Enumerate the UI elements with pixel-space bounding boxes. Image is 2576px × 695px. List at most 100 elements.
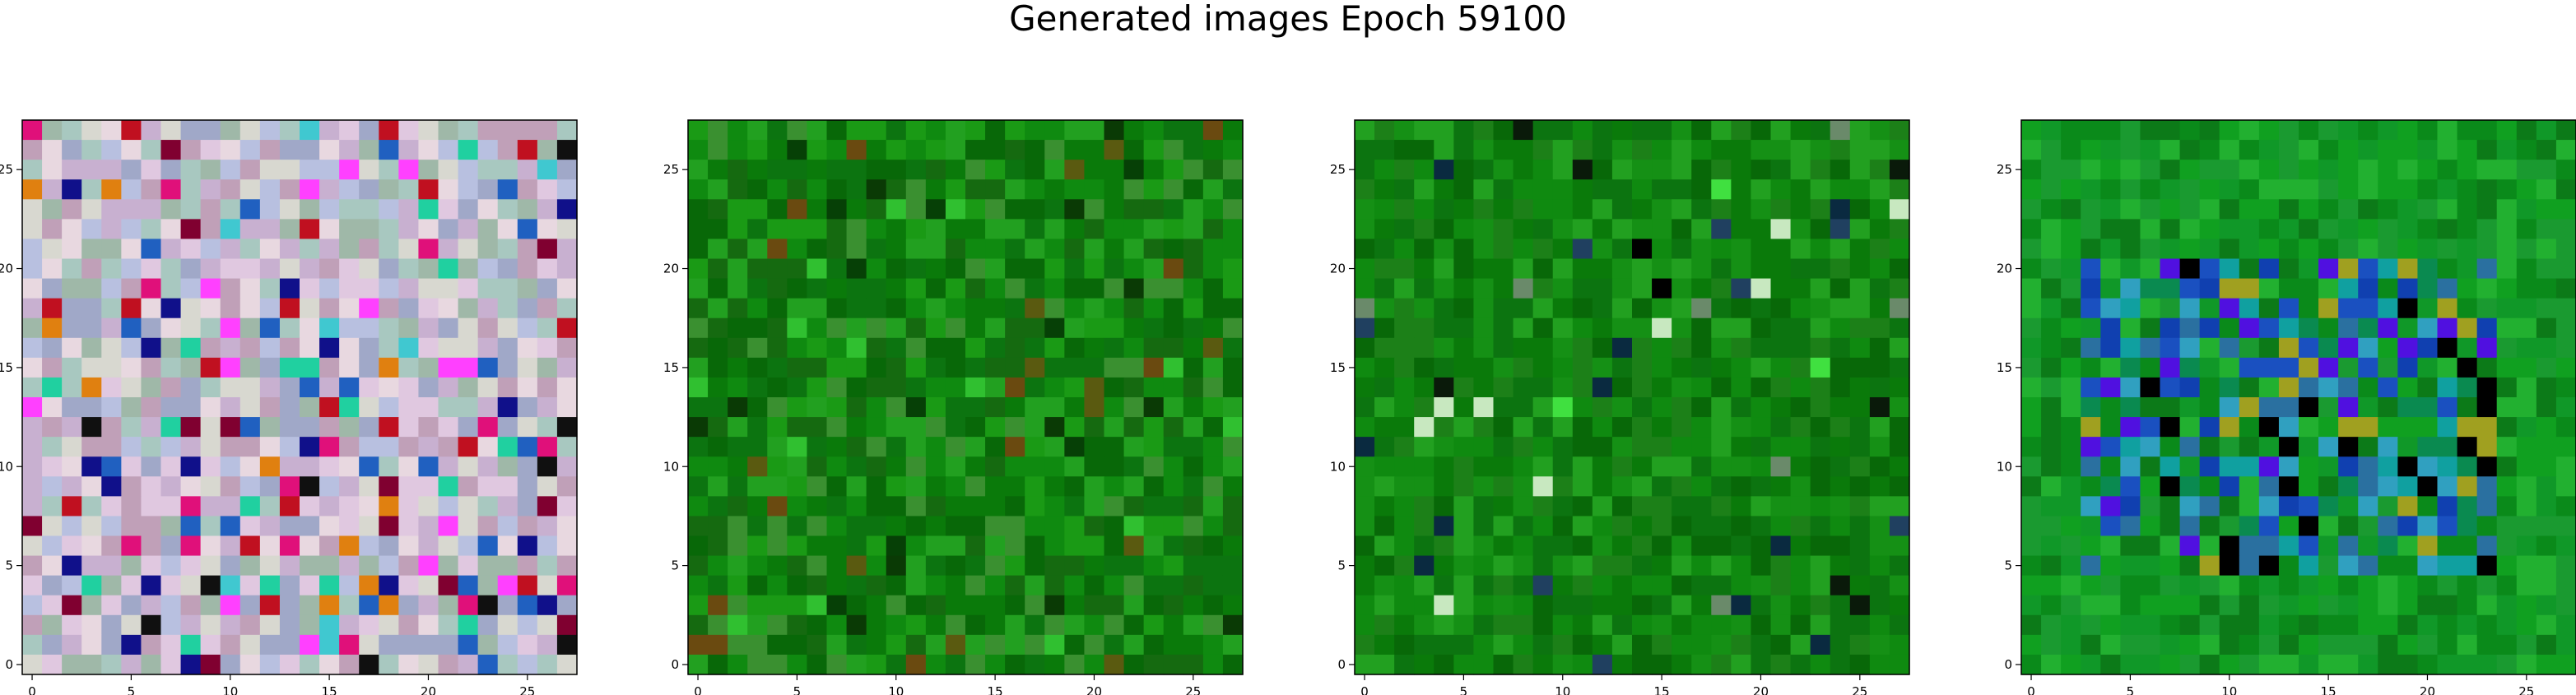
pixel	[2140, 357, 2161, 378]
pixel	[826, 634, 848, 656]
pixel-grid	[2021, 120, 2576, 675]
pixel	[319, 140, 340, 160]
pixel	[2417, 377, 2439, 398]
pixel	[2239, 595, 2260, 616]
pixel	[886, 317, 907, 339]
pixel	[220, 496, 241, 517]
pixel	[2397, 516, 2419, 537]
pixel	[141, 160, 162, 180]
pixel	[2476, 614, 2498, 636]
pixel	[2219, 437, 2240, 457]
pixel	[42, 298, 63, 319]
pixel	[2120, 614, 2141, 636]
pixel	[220, 397, 241, 418]
pixel	[2239, 140, 2260, 160]
pixel	[1513, 476, 1534, 497]
pixel	[62, 219, 82, 240]
pixel	[2476, 535, 2498, 557]
pixel	[339, 417, 360, 438]
pixel	[1751, 654, 1772, 675]
pixel	[1355, 278, 1375, 299]
pixel	[2199, 258, 2220, 280]
pixel	[1473, 417, 1495, 438]
pixel	[1889, 278, 1910, 299]
pixel	[1414, 595, 1434, 616]
pixel	[1394, 199, 1415, 220]
pixel	[708, 634, 728, 656]
pixel	[1592, 614, 1613, 636]
pixel	[2516, 199, 2537, 220]
pixel	[1711, 555, 1732, 577]
pixel	[925, 437, 946, 457]
pixel	[728, 575, 748, 596]
pixel	[2476, 317, 2498, 339]
pixel	[418, 397, 439, 418]
pixel	[1691, 595, 1712, 616]
pixel	[319, 337, 340, 359]
pixel	[905, 397, 927, 418]
pixel	[945, 199, 966, 220]
pixel	[2258, 337, 2280, 359]
pixel	[2081, 317, 2101, 339]
pixel	[767, 239, 788, 260]
pixel	[1005, 239, 1025, 260]
pixel	[1163, 555, 1184, 577]
pixel	[2457, 476, 2478, 497]
pixel	[1672, 456, 1692, 477]
pixel	[1355, 575, 1375, 596]
pixel	[62, 298, 82, 319]
pixel	[1810, 160, 1831, 180]
pixel	[2041, 476, 2062, 497]
pixel	[1672, 595, 1692, 616]
x-tick-label: 0	[694, 684, 702, 695]
pixel	[1592, 476, 1613, 497]
pixel	[1025, 120, 1045, 141]
pixel	[1751, 456, 1772, 477]
pixel	[1064, 317, 1086, 339]
pixel	[1711, 516, 1732, 537]
pixel	[1143, 199, 1165, 220]
pixel	[556, 317, 578, 339]
pixel	[1123, 417, 1145, 438]
pixel	[1611, 516, 1633, 537]
pixel	[1592, 337, 1613, 359]
pixel	[1652, 555, 1672, 577]
pixel	[1830, 317, 1851, 339]
pixel	[239, 377, 261, 398]
pixel	[708, 654, 728, 675]
pixel	[1869, 417, 1890, 438]
pixel	[2358, 595, 2378, 616]
pixel	[925, 516, 946, 537]
pixel	[1044, 555, 1065, 577]
pixel	[379, 199, 399, 220]
pixel	[2021, 120, 2042, 141]
pixel	[2140, 555, 2161, 577]
pixel	[2496, 476, 2518, 497]
pixel	[1473, 239, 1495, 260]
pixel	[220, 120, 241, 141]
pixel	[556, 219, 578, 240]
pixel	[398, 337, 420, 359]
pixel	[688, 160, 709, 180]
pixel	[985, 317, 1006, 339]
pixel	[1830, 219, 1851, 240]
pixel	[259, 437, 281, 457]
pixel	[1493, 634, 1514, 656]
pixel	[2516, 437, 2537, 457]
pixel	[121, 575, 142, 596]
pixel	[2258, 219, 2280, 240]
pixel	[2100, 219, 2121, 240]
pixel	[42, 397, 63, 418]
pixel	[1532, 377, 1554, 398]
pixel	[2061, 179, 2081, 200]
pixel	[747, 278, 768, 299]
pixel	[1163, 160, 1184, 180]
pixel	[2179, 239, 2201, 260]
pixel	[200, 199, 221, 220]
pixel	[2476, 397, 2498, 418]
pixel	[965, 397, 986, 418]
pixel	[2516, 614, 2537, 636]
pixel	[1434, 555, 1454, 577]
pixel	[1691, 357, 1712, 378]
pixel	[2179, 397, 2201, 418]
